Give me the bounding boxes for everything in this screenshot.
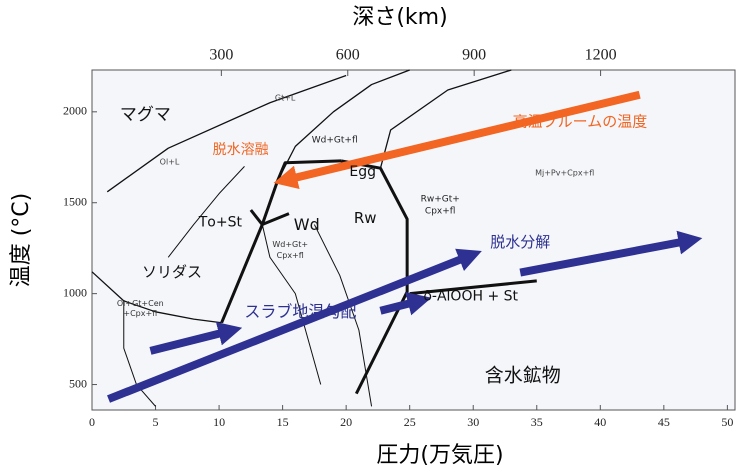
arrow bbox=[379, 292, 432, 316]
x-tick-label: 30 bbox=[467, 415, 479, 429]
annotation: +Cpx+fl bbox=[123, 309, 157, 318]
annotation: スラブ地温勾配 bbox=[244, 302, 356, 321]
x-tick-label: 50 bbox=[721, 415, 733, 429]
y-tick-label: 2000 bbox=[63, 104, 87, 118]
annotation: Rw+Gt+ bbox=[421, 195, 460, 205]
arrow bbox=[149, 322, 243, 355]
annotation: 脱水溶融 bbox=[213, 142, 269, 158]
x-tick-label: 10 bbox=[213, 415, 225, 429]
annotation: Egg bbox=[349, 164, 376, 180]
x-tick-label: 5 bbox=[153, 415, 159, 429]
phase-boundary bbox=[249, 209, 290, 227]
annotation: Ol+Gt+Cen bbox=[117, 299, 164, 308]
annotation: Wd+Gt+ bbox=[272, 240, 308, 249]
phase-boundary bbox=[340, 159, 409, 395]
annotation: 含水鉱物 bbox=[485, 365, 561, 387]
annotation: Rw bbox=[354, 209, 377, 227]
x-tick-label: 15 bbox=[277, 415, 289, 429]
arrow bbox=[519, 230, 703, 277]
x-tick-label: 45 bbox=[658, 415, 670, 429]
y-tick-label: 1500 bbox=[63, 194, 87, 208]
annotation: ソリダス bbox=[142, 263, 202, 281]
phase-boundary bbox=[123, 300, 156, 407]
annotation: マグマ bbox=[120, 105, 171, 125]
annotation: Cpx+fl bbox=[277, 251, 304, 260]
x-tick-label: 25 bbox=[404, 415, 416, 429]
annotation: Cpx+fl bbox=[425, 206, 456, 216]
annotation: δ-AlOOH + St bbox=[423, 289, 518, 305]
x-tick-label: 35 bbox=[531, 415, 543, 429]
annotation: 高温プルームの温度 bbox=[513, 112, 648, 130]
arrow bbox=[273, 90, 641, 190]
x2-tick-label: 300 bbox=[209, 47, 233, 64]
annotation: Ol+L bbox=[160, 158, 180, 167]
x2-tick-label: 600 bbox=[336, 47, 360, 64]
phase-boundary bbox=[379, 69, 512, 169]
chart-title: 深さ(km) bbox=[352, 5, 447, 30]
annotation: Wd bbox=[294, 215, 320, 234]
phase-boundary bbox=[106, 74, 347, 193]
annotation: Wd+Gt+fl bbox=[312, 136, 358, 146]
annotation: Gt+L bbox=[275, 93, 296, 102]
phase-boundary bbox=[91, 271, 222, 324]
plot-area bbox=[91, 69, 736, 411]
phase-boundary bbox=[409, 279, 537, 296]
x2-tick-label: 900 bbox=[462, 47, 486, 64]
annotation: 脱水分解 bbox=[490, 233, 550, 251]
x-tick-label: 40 bbox=[594, 415, 606, 429]
x-tick-label: 20 bbox=[340, 415, 352, 429]
y-tick-label: 1000 bbox=[63, 285, 87, 299]
y-axis-label: 温度 (°C) bbox=[9, 193, 34, 288]
phase-boundary bbox=[167, 166, 245, 258]
phase-boundary bbox=[261, 224, 322, 385]
x-axis-label: 圧力(万気圧) bbox=[376, 443, 503, 468]
y-tick-label: 500 bbox=[69, 376, 87, 390]
annotation: Mj+Pv+Cpx+fl bbox=[535, 169, 594, 178]
x-tick-label: 0 bbox=[89, 415, 95, 429]
annotation: Tο+St bbox=[198, 214, 243, 230]
phase-boundary bbox=[276, 69, 410, 182]
arrow bbox=[107, 248, 482, 403]
x2-tick-label: 1200 bbox=[585, 47, 617, 64]
